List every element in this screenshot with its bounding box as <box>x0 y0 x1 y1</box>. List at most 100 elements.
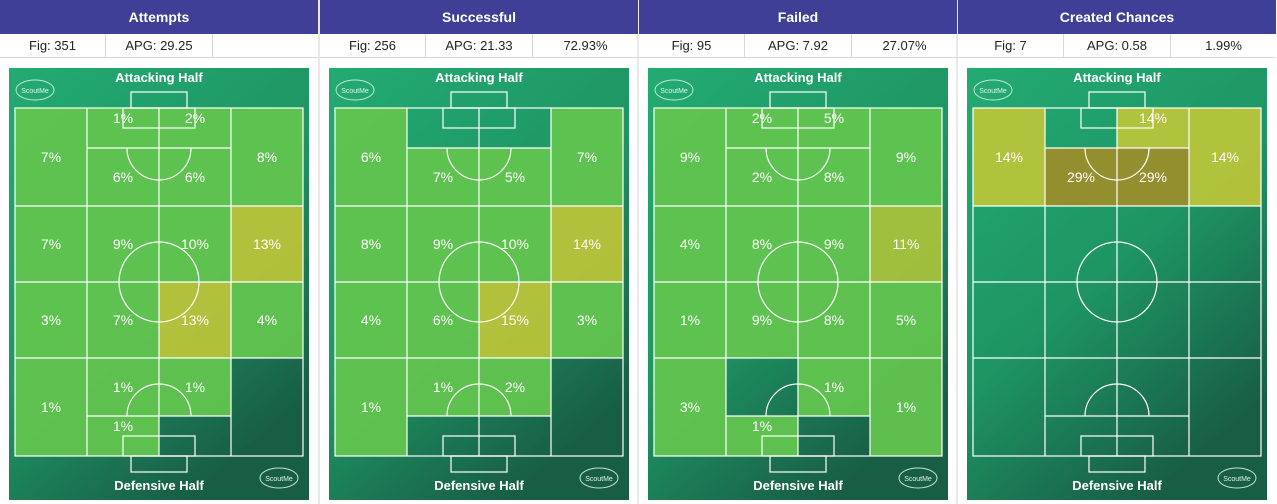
panel-separator <box>318 0 320 504</box>
zone-value-label: 14% <box>995 149 1023 165</box>
zone-value-label: 1% <box>185 379 205 395</box>
pitch-svg: 9% 2% 5% 2% 8% 9% 4% 8% 9% 11% 1% 9% 8% 5% 3% 1% 1% 1% Att… <box>648 68 948 500</box>
penalty-arc-bottom <box>446 383 512 417</box>
goal-top <box>769 91 827 109</box>
panel-failed: Failed Fig: 95 APG: 7.92 27.07% 9% 2% 5% 2%… <box>639 0 957 504</box>
penalty-arc-bottom <box>126 383 192 417</box>
svg-text:ScoutMe: ScoutMe <box>1223 476 1251 483</box>
heat-zone <box>973 108 1045 206</box>
scoutme-logo: ScoutMe <box>335 79 375 101</box>
heat-zone <box>654 358 726 456</box>
panel-created-chances: Created Chances Fig: 7 APG: 0.58 1.99% 1… <box>958 0 1276 504</box>
stat-pct: 72.93% <box>563 38 608 53</box>
penalty-arc-top <box>446 147 512 181</box>
zone-value-label: 6% <box>433 312 453 328</box>
svg-text:ScoutMe: ScoutMe <box>904 476 932 483</box>
zone-value-label: 8% <box>257 149 277 165</box>
pitch-heatmap: 9% 2% 5% 2% 8% 9% 4% 8% 9% 11% 1% 9% 8% 5% 3% 1% 1% 1% Att… <box>648 68 948 500</box>
heat-zone <box>654 108 726 206</box>
heat-zone <box>335 108 407 206</box>
zone-value-label: 6% <box>113 169 133 185</box>
zone-value-label: 7% <box>577 149 597 165</box>
heat-zone <box>159 358 231 416</box>
zone-value-label: 1% <box>113 110 133 126</box>
heat-zone <box>87 358 159 416</box>
zone-value-label: 7% <box>41 236 61 252</box>
scoutme-logo: ScoutMe <box>973 79 1013 101</box>
stat-fig: Fig: 7 <box>958 34 1064 57</box>
penalty-arc-top <box>1084 147 1150 181</box>
heat-zone <box>479 148 551 206</box>
defensive-half-label: Defensive Half <box>114 478 204 493</box>
attacking-half-label: Attacking Half <box>435 70 523 85</box>
center-circle <box>757 241 839 323</box>
panel-title: Created Chances <box>958 0 1276 34</box>
heat-zone <box>870 108 942 206</box>
attacking-half-label: Attacking Half <box>115 70 203 85</box>
heat-zone <box>87 148 159 206</box>
zone-value-label: 4% <box>361 312 381 328</box>
panel-attempts: Attempts Fig: 351 APG: 29.25 7% 1% 2% 6% 6% 8… <box>0 0 318 504</box>
panel-stats: Fig: 95 APG: 7.92 27.07% <box>639 34 957 58</box>
zone-value-label: 9% <box>824 236 844 252</box>
zone-value-label: 3% <box>41 312 61 328</box>
zone-value-label: 4% <box>680 236 700 252</box>
zone-value-label: 2% <box>752 169 772 185</box>
zone-value-label: 2% <box>505 379 525 395</box>
zone-value-label: 14% <box>1211 149 1239 165</box>
panel-stats: Fig: 351 APG: 29.25 <box>0 34 318 58</box>
zone-value-label: 1% <box>41 399 61 415</box>
goal-bottom <box>450 455 508 473</box>
goal-bottom <box>1088 455 1146 473</box>
pitch-heatmap: 7% 1% 2% 6% 6% 8% 7% 9% 10% 13% 3% 7% 13% 4% 1% 1% 1% 1% A… <box>9 68 309 500</box>
zone-value-label: 8% <box>824 169 844 185</box>
heat-zone <box>1189 108 1261 206</box>
heat-zone <box>479 358 551 416</box>
heat-zone <box>1045 148 1117 206</box>
penalty-arc-bottom <box>1084 383 1150 417</box>
heat-zone <box>159 148 231 206</box>
goal-top <box>450 91 508 109</box>
stat-fig: Fig: 95 <box>639 34 745 57</box>
heat-zone <box>798 148 870 206</box>
heat-zone <box>407 148 479 206</box>
zone-value-label: 5% <box>824 110 844 126</box>
stat-fig: Fig: 351 <box>0 34 106 57</box>
zone-value-label: 1% <box>752 418 772 434</box>
scoutme-logo: ScoutMe <box>1217 467 1257 489</box>
panel-stats: Fig: 7 APG: 0.58 1.99% <box>958 34 1276 58</box>
panel-title: Attempts <box>0 0 318 34</box>
stat-apg: APG: 0.58 <box>1064 34 1171 57</box>
heat-zone <box>654 206 726 282</box>
scoutme-logo: ScoutMe <box>898 467 938 489</box>
svg-text:ScoutMe: ScoutMe <box>660 88 688 95</box>
heat-zone <box>798 358 870 416</box>
zone-value-label: 3% <box>680 399 700 415</box>
heat-zone <box>15 108 87 206</box>
heat-zone <box>335 282 407 358</box>
zone-value-label: 6% <box>185 169 205 185</box>
svg-text:ScoutMe: ScoutMe <box>341 88 369 95</box>
heat-zone <box>15 282 87 358</box>
stat-apg: APG: 7.92 <box>745 34 852 57</box>
panel-title: Failed <box>639 0 957 34</box>
zone-value-label: 7% <box>41 149 61 165</box>
heat-zone <box>870 282 942 358</box>
heat-zone <box>551 108 623 206</box>
zone-value-label: 14% <box>573 236 601 252</box>
heat-zone <box>335 358 407 456</box>
pitch-heatmap: 14% 14% 29% 29% 14% Attacking Half Defensive H… <box>967 68 1267 500</box>
zone-value-label: 13% <box>253 236 281 252</box>
svg-text:ScoutMe: ScoutMe <box>265 476 293 483</box>
heat-zone <box>15 358 87 456</box>
zone-value-label: 13% <box>181 312 209 328</box>
zone-value-label: 9% <box>896 149 916 165</box>
zone-value-label: 2% <box>185 110 205 126</box>
zone-value-label: 3% <box>577 312 597 328</box>
stat-apg: APG: 29.25 <box>106 34 213 57</box>
center-circle <box>438 241 520 323</box>
heat-zone <box>1117 148 1189 206</box>
panel-separator <box>637 0 639 504</box>
zone-value-label: 1% <box>361 399 381 415</box>
zone-value-label: 9% <box>433 236 453 252</box>
